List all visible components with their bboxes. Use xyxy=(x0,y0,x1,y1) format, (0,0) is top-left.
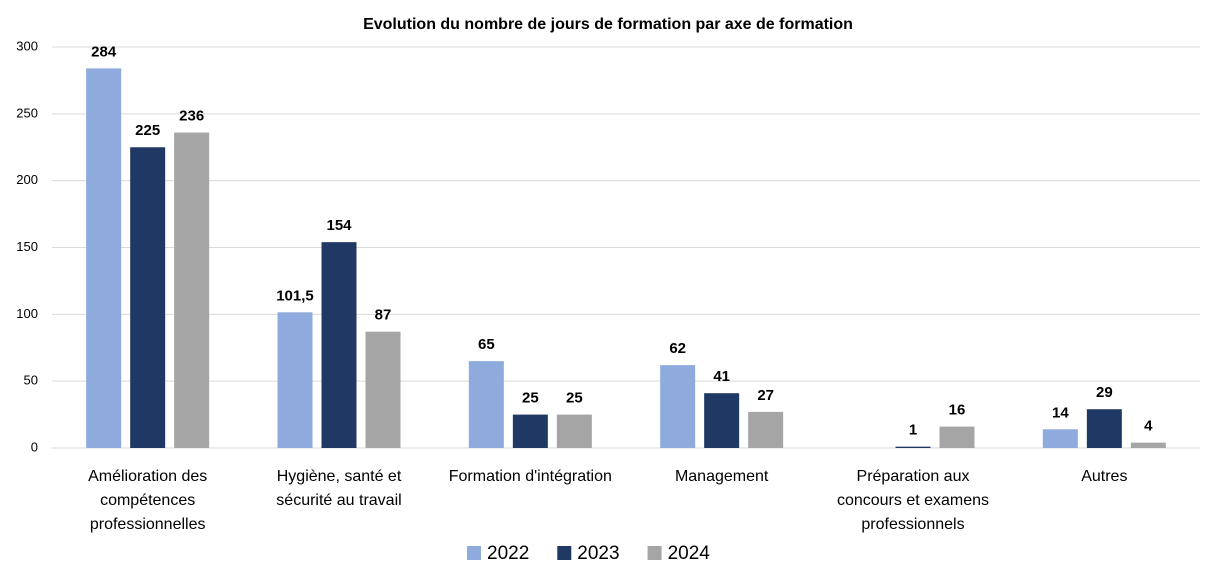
x-tick-label: Préparation aux concours et examens prof… xyxy=(836,468,990,533)
y-tick-label: 0 xyxy=(31,439,38,454)
bar xyxy=(660,365,696,448)
y-tick-label: 200 xyxy=(16,172,38,187)
legend-label: 2022 xyxy=(487,543,529,564)
data-label: 41 xyxy=(713,368,730,385)
bar xyxy=(1086,409,1122,448)
bar xyxy=(365,331,401,448)
data-label: 62 xyxy=(669,340,686,357)
data-label: 225 xyxy=(135,122,160,139)
data-label: 101,5 xyxy=(276,287,314,304)
bar xyxy=(748,411,784,448)
bar xyxy=(1042,429,1078,448)
y-tick-label: 50 xyxy=(24,373,38,388)
bar xyxy=(468,361,504,448)
data-label: 236 xyxy=(179,108,204,125)
data-label: 1 xyxy=(909,422,917,439)
data-label: 25 xyxy=(566,390,583,407)
y-tick-label: 300 xyxy=(16,38,38,53)
legend-swatch xyxy=(557,546,572,560)
bar xyxy=(939,426,975,448)
legend-label: 2024 xyxy=(668,543,711,564)
bar xyxy=(1130,442,1166,448)
x-tick-label: Formation d'intégration xyxy=(448,468,612,485)
data-label: 14 xyxy=(1052,404,1069,421)
y-tick-label: 150 xyxy=(16,239,38,254)
legend-swatch xyxy=(647,546,662,560)
data-label: 29 xyxy=(1096,384,1113,401)
data-label: 4 xyxy=(1144,418,1153,435)
bar xyxy=(512,414,548,448)
bar xyxy=(174,132,210,448)
bar xyxy=(130,147,166,448)
data-label: 27 xyxy=(757,387,774,404)
bar xyxy=(704,393,740,448)
bar xyxy=(277,312,313,448)
data-label: 87 xyxy=(375,307,392,324)
legend-label: 2023 xyxy=(577,543,619,564)
bar xyxy=(86,68,122,449)
data-label: 25 xyxy=(522,390,539,407)
bar xyxy=(895,446,931,448)
data-label: 16 xyxy=(949,402,966,419)
x-tick-label: Autres xyxy=(1081,468,1128,485)
x-tick-label: Amélioration des compétences professionn… xyxy=(88,468,208,533)
bar xyxy=(556,414,592,448)
data-label: 154 xyxy=(326,217,352,234)
x-tick-label: Hygiène, santé et sécurité au travail xyxy=(276,468,402,509)
y-tick-label: 250 xyxy=(16,105,38,120)
x-tick-label: Management xyxy=(674,468,769,485)
bar xyxy=(321,242,357,448)
data-label: 65 xyxy=(478,336,495,353)
y-tick-label: 100 xyxy=(16,306,38,321)
chart-title: Evolution du nombre de jours de formatio… xyxy=(363,16,853,33)
data-label: 284 xyxy=(91,43,117,60)
legend-swatch xyxy=(467,546,481,560)
